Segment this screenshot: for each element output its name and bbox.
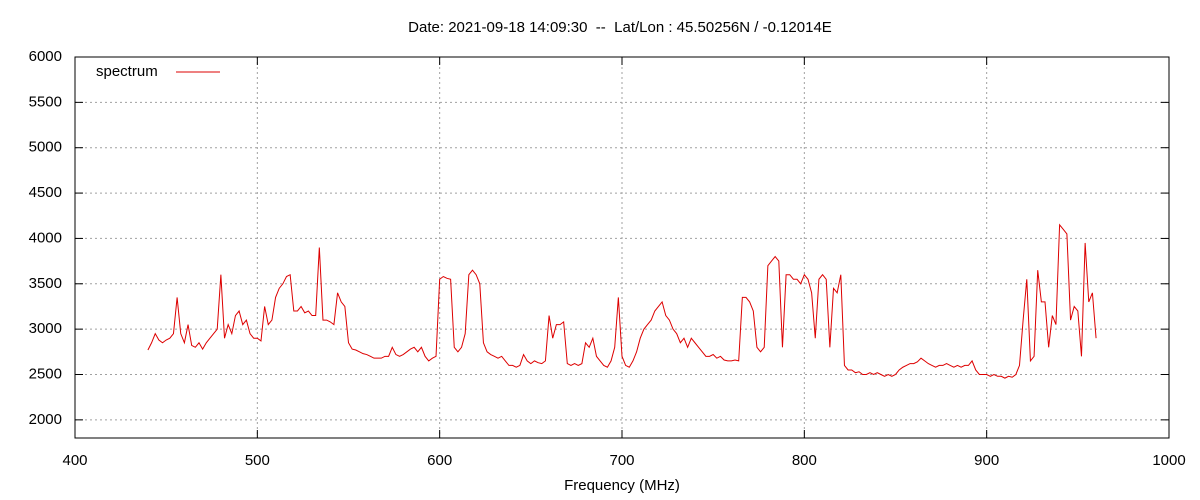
y-tick-label: 3000 — [29, 320, 62, 337]
y-tick-label: 2000 — [29, 411, 62, 428]
y-tick-label: 5500 — [29, 93, 62, 110]
x-tick-label: 900 — [974, 452, 999, 469]
x-axis-label: Frequency (MHz) — [564, 477, 680, 494]
legend-label: spectrum — [96, 63, 158, 80]
x-tick-label: 600 — [427, 452, 452, 469]
x-tick-label: 1000 — [1152, 452, 1185, 469]
x-tick-label: 800 — [792, 452, 817, 469]
x-tick-label: 700 — [609, 452, 634, 469]
y-tick-label: 5000 — [29, 139, 62, 156]
plot-border — [74, 56, 1170, 439]
chart-title: Date: 2021-09-18 14:09:30 -- Lat/Lon : 4… — [408, 19, 832, 36]
line-series — [147, 223, 1097, 379]
x-tick-label: 400 — [62, 452, 87, 469]
y-tick-label: 2500 — [29, 365, 62, 382]
y-tick-label: 3500 — [29, 275, 62, 292]
y-tick-label: 4500 — [29, 184, 62, 201]
y-tick-label: 6000 — [29, 48, 62, 65]
x-tick-label: 500 — [245, 452, 270, 469]
y-tick-label: 4000 — [29, 229, 62, 246]
